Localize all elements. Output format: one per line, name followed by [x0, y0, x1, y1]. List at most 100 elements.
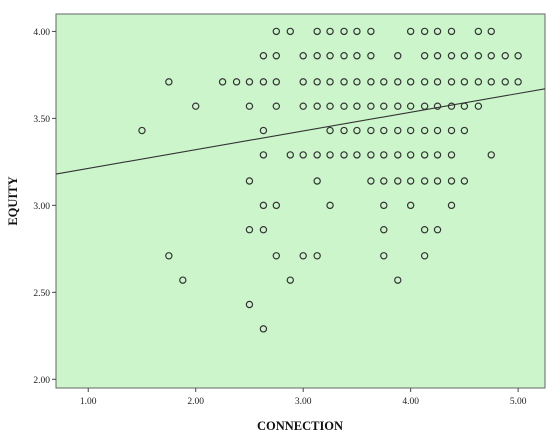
data-point — [460, 52, 469, 60]
data-point — [286, 276, 294, 284]
data-point — [433, 78, 442, 86]
data-point — [380, 151, 388, 159]
data-point — [272, 27, 281, 36]
data-point — [138, 126, 146, 135]
data-point — [340, 27, 348, 36]
data-point — [474, 102, 483, 110]
data-point — [460, 78, 469, 86]
data-point — [460, 102, 469, 110]
data-point — [326, 78, 334, 86]
data-point — [406, 78, 415, 86]
data-point — [380, 201, 388, 210]
data-point — [447, 126, 456, 135]
data-point — [406, 151, 415, 159]
data-point — [487, 52, 495, 60]
data-point — [353, 78, 361, 86]
data-point — [313, 78, 321, 86]
data-point — [514, 52, 522, 60]
data-point — [420, 126, 429, 135]
data-point — [272, 252, 281, 260]
data-point — [340, 78, 348, 86]
x-axis-title: CONNECTION — [257, 419, 343, 433]
plot-area — [55, 13, 546, 389]
data-point — [474, 52, 483, 60]
data-point — [245, 300, 254, 309]
data-point — [259, 325, 268, 333]
data-point — [487, 27, 495, 36]
data-point — [406, 201, 415, 210]
data-point — [433, 52, 442, 60]
data-point — [447, 27, 456, 36]
data-point — [353, 126, 361, 135]
data-point — [259, 151, 268, 159]
y-axis-title: EQUITY — [6, 176, 20, 225]
data-point — [433, 126, 442, 135]
data-point — [406, 27, 415, 36]
data-point — [340, 102, 348, 110]
data-point — [380, 226, 388, 234]
data-point — [501, 52, 509, 60]
data-point — [447, 151, 456, 159]
data-point — [514, 78, 522, 86]
x-tick-label: 3.00 — [295, 397, 312, 407]
data-point — [367, 126, 375, 135]
data-point — [259, 201, 268, 210]
data-point — [299, 78, 307, 86]
data-point — [245, 78, 254, 86]
y-axis: 2.00 2.50 3.00 3.50 4.00 — [33, 28, 56, 386]
data-point — [272, 201, 281, 210]
data-point — [420, 151, 429, 159]
data-point — [460, 177, 469, 185]
data-point — [313, 102, 321, 110]
data-point — [487, 78, 495, 86]
data-point — [447, 201, 456, 210]
x-tick-label: 1.00 — [80, 397, 97, 407]
data-point — [420, 177, 429, 185]
data-point — [299, 102, 307, 110]
y-tick-label: 4.00 — [33, 28, 50, 38]
data-point — [406, 177, 415, 185]
x-tick-label: 2.00 — [187, 397, 204, 407]
data-point — [340, 52, 348, 60]
data-point — [353, 102, 361, 110]
data-point — [313, 27, 321, 36]
data-point — [474, 27, 483, 36]
data-point — [460, 126, 469, 135]
data-point — [394, 78, 402, 86]
data-point — [394, 151, 402, 159]
data-point — [367, 52, 375, 60]
data-point — [245, 102, 254, 110]
data-point — [353, 27, 361, 36]
y-tick-label: 2.00 — [33, 376, 50, 386]
data-point — [326, 151, 334, 159]
data-point — [420, 27, 429, 36]
data-point — [367, 151, 375, 159]
data-point — [447, 102, 456, 110]
data-point — [192, 102, 200, 110]
data-point — [272, 102, 281, 110]
data-point — [340, 151, 348, 159]
data-point — [299, 52, 307, 60]
x-axis: 1.00 2.00 3.00 4.00 5.00 — [80, 388, 527, 407]
data-point — [326, 102, 334, 110]
data-point — [232, 78, 241, 86]
data-point — [313, 52, 321, 60]
data-point — [272, 78, 281, 86]
data-point — [259, 226, 268, 234]
data-point — [299, 151, 307, 159]
data-point — [313, 151, 321, 159]
data-point — [394, 52, 402, 60]
data-point — [394, 126, 402, 135]
data-point — [165, 252, 173, 260]
data-point — [433, 226, 442, 234]
data-point — [420, 252, 429, 260]
data-point — [487, 151, 495, 159]
data-point — [447, 78, 456, 86]
data-point — [406, 102, 415, 110]
data-point — [420, 52, 429, 60]
y-tick-label: 3.50 — [33, 115, 50, 125]
data-point — [367, 78, 375, 86]
data-point — [286, 27, 294, 36]
data-point — [420, 226, 429, 234]
data-point — [259, 52, 268, 60]
